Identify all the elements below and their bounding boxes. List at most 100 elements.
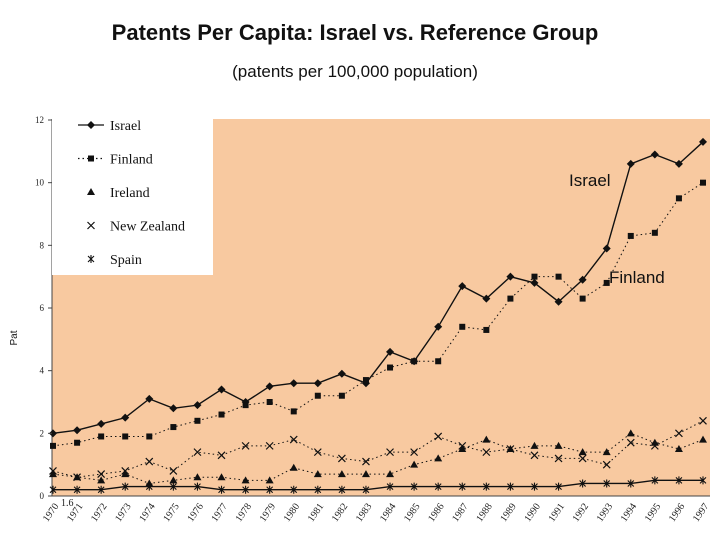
data-point (193, 473, 202, 481)
y-tick-label: 6 (40, 303, 45, 313)
data-point (411, 358, 418, 365)
data-point (193, 448, 202, 457)
legend-label: New Zealand (110, 220, 185, 235)
data-point (482, 448, 491, 457)
x-tick-label: 1991 (547, 501, 567, 524)
data-point (459, 323, 466, 330)
data-point (289, 463, 298, 471)
data-point (49, 429, 57, 438)
data-point (435, 358, 442, 365)
data-point (386, 470, 395, 478)
annotation-israel: Israel (569, 171, 611, 190)
x-tick-label: 1976 (185, 501, 205, 524)
data-point (290, 408, 297, 415)
x-tick-label: 1981 (306, 501, 326, 524)
data-point (49, 485, 57, 494)
data-point (266, 485, 274, 494)
x-tick-label: 1994 (619, 501, 639, 524)
data-point (554, 297, 563, 306)
data-point (675, 195, 682, 202)
data-point (482, 482, 490, 491)
legend-marker (87, 255, 95, 263)
data-point (386, 482, 394, 491)
legend-label: Spain (110, 253, 142, 268)
data-point (73, 485, 81, 494)
data-point (169, 476, 178, 484)
x-tick-label: 1977 (209, 501, 229, 524)
x-tick-label: 1973 (113, 501, 133, 524)
data-point (121, 413, 130, 422)
data-point (531, 273, 538, 280)
data-point (73, 426, 82, 435)
data-point (194, 417, 201, 424)
data-point (555, 273, 562, 280)
x-tick-label: 1983 (354, 501, 374, 524)
data-point (578, 454, 587, 463)
data-point (458, 445, 467, 452)
legend-entry: New Zealand (87, 220, 185, 235)
data-point (145, 457, 154, 466)
data-point (386, 347, 395, 356)
x-tick-label: 1997 (691, 501, 711, 524)
x-tick-label: 1985 (402, 501, 422, 524)
data-point (98, 433, 105, 440)
data-point (73, 473, 81, 482)
data-point (50, 442, 56, 449)
data-point (554, 441, 563, 449)
data-point (49, 470, 57, 478)
data-point (242, 485, 249, 494)
data-point (651, 476, 659, 485)
data-point (337, 470, 346, 478)
data-point (338, 485, 346, 494)
x-tick-label: 1982 (330, 501, 350, 524)
data-point (482, 435, 491, 443)
y-tick-label: 4 (40, 366, 45, 376)
data-point (361, 470, 370, 478)
legend-entry: Ireland (87, 186, 150, 201)
series-line (52, 141, 704, 435)
data-point (482, 294, 491, 303)
data-point (242, 402, 249, 409)
stray-label: 1.6 (61, 498, 74, 509)
x-tick-label: 1993 (595, 501, 615, 524)
data-point (674, 159, 683, 168)
legend-marker (88, 155, 94, 162)
x-tick-label: 1974 (137, 501, 157, 524)
data-point (626, 438, 635, 447)
data-point (555, 482, 562, 491)
data-point (699, 476, 707, 485)
data-point (97, 419, 106, 428)
data-point (290, 485, 298, 494)
legend-background (52, 119, 213, 275)
x-tick-label: 1987 (450, 501, 470, 524)
annotation-finland: Finland (609, 268, 665, 287)
legend-marker (87, 121, 95, 129)
data-point (289, 379, 298, 388)
data-point (675, 429, 683, 438)
x-tick-label: 1992 (571, 501, 591, 524)
y-tick-label: 2 (40, 428, 45, 438)
y-tick-label: 0 (40, 491, 45, 501)
data-point (531, 482, 538, 491)
legend-marker (87, 188, 95, 195)
data-point (338, 392, 345, 399)
data-point (217, 451, 226, 460)
data-point (603, 279, 610, 286)
data-point (603, 479, 611, 488)
data-point (627, 232, 634, 239)
x-tick-label: 1989 (498, 501, 518, 524)
x-tick-label: 1995 (643, 501, 663, 524)
data-point (578, 448, 587, 456)
data-point (507, 295, 514, 302)
chart-title: Patents Per Capita: Israel vs. Reference… (111, 20, 599, 45)
data-point (194, 482, 201, 491)
y-tick-label: 12 (35, 115, 44, 125)
data-point (530, 441, 539, 449)
data-point (699, 416, 707, 425)
data-point (506, 445, 515, 453)
data-point (97, 476, 106, 484)
data-point (121, 467, 130, 475)
data-point (313, 470, 322, 478)
data-point (170, 424, 177, 431)
